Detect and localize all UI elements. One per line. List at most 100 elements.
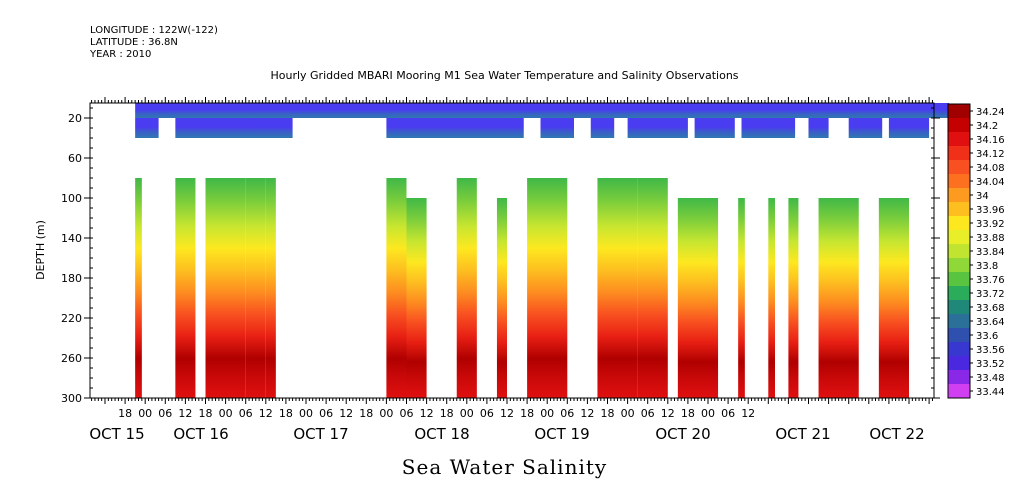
x-tick-label: 12 bbox=[178, 407, 192, 420]
deep-data-column bbox=[527, 178, 568, 398]
x-tick-label: 18 bbox=[520, 407, 534, 420]
y-tick-label: 100 bbox=[61, 192, 82, 205]
x-day-label: OCT 19 bbox=[534, 425, 589, 443]
colorbar-swatch bbox=[948, 300, 970, 315]
x-tick-label: 12 bbox=[500, 407, 514, 420]
deep-data-column bbox=[265, 178, 276, 398]
colorbar-label: 33.52 bbox=[976, 359, 1005, 370]
x-day-label: OCT 18 bbox=[414, 425, 469, 443]
surface-data-band bbox=[135, 103, 950, 118]
deep-data-column bbox=[175, 178, 196, 398]
deep-data-column bbox=[456, 178, 477, 398]
surface-data-segment bbox=[590, 118, 615, 138]
surface-data-segment bbox=[135, 118, 159, 138]
colorbar-swatch bbox=[948, 384, 970, 399]
deep-data-column bbox=[245, 178, 266, 398]
y-tick-label: 220 bbox=[61, 312, 82, 325]
deep-data-column bbox=[788, 198, 799, 398]
deep-data-column bbox=[406, 198, 427, 398]
x-tick-label: 18 bbox=[359, 407, 373, 420]
colorbar-label: 33.6 bbox=[976, 331, 998, 342]
surface-data-segment bbox=[694, 118, 735, 138]
x-tick-label: 06 bbox=[400, 407, 414, 420]
colorbar-label: 33.48 bbox=[976, 373, 1005, 384]
deep-data-column bbox=[738, 198, 745, 398]
y-tick-label: 20 bbox=[68, 112, 82, 125]
x-tick-label: 18 bbox=[681, 407, 695, 420]
colorbar-swatch bbox=[948, 314, 970, 329]
x-tick-label: 00 bbox=[621, 407, 635, 420]
x-tick-label: 00 bbox=[299, 407, 313, 420]
colorbar-label: 33.84 bbox=[976, 247, 1005, 258]
colorbar-label: 33.68 bbox=[976, 303, 1005, 314]
colorbar-label: 34 bbox=[976, 191, 989, 202]
surface-data-segment bbox=[808, 118, 829, 138]
colorbar-swatch bbox=[948, 286, 970, 301]
x-tick-label: 18 bbox=[199, 407, 213, 420]
deep-data-column bbox=[135, 178, 142, 398]
latitude-label: LATITUDE : 36.8N bbox=[90, 37, 178, 48]
x-tick-label: 00 bbox=[379, 407, 393, 420]
x-tick-label: 00 bbox=[540, 407, 554, 420]
colorbar-swatch bbox=[948, 132, 970, 147]
colorbar-label: 33.76 bbox=[976, 275, 1005, 286]
colorbar-swatch bbox=[948, 370, 970, 385]
colorbar-swatch bbox=[948, 328, 970, 343]
x-tick-label: 12 bbox=[420, 407, 434, 420]
colorbar-swatch bbox=[948, 202, 970, 217]
x-tick-label: 00 bbox=[138, 407, 152, 420]
deep-data-column bbox=[637, 178, 668, 398]
deep-data-column bbox=[597, 178, 638, 398]
longitude-label: LONGITUDE : 122W(-122) bbox=[90, 25, 218, 36]
surface-data-segment bbox=[888, 118, 930, 138]
deep-data-column bbox=[205, 178, 246, 398]
colorbar-swatch bbox=[948, 160, 970, 175]
y-tick-label: 300 bbox=[61, 392, 82, 405]
deep-data-column bbox=[386, 178, 407, 398]
surface-data-segment bbox=[741, 118, 796, 138]
colorbar-label: 34.24 bbox=[976, 107, 1005, 118]
x-tick-label: 12 bbox=[580, 407, 594, 420]
colorbar-label: 34.12 bbox=[976, 149, 1005, 160]
x-day-label: OCT 20 bbox=[655, 425, 710, 443]
colorbar-swatch bbox=[948, 230, 970, 245]
x-tick-label: 06 bbox=[560, 407, 574, 420]
x-tick-label: 06 bbox=[319, 407, 333, 420]
colorbar-label: 33.92 bbox=[976, 219, 1005, 230]
x-tick-label: 18 bbox=[440, 407, 454, 420]
colorbar-label: 33.96 bbox=[976, 205, 1005, 216]
colorbar-swatch bbox=[948, 216, 970, 231]
colorbar-label: 33.44 bbox=[976, 387, 1005, 398]
x-tick-label: 06 bbox=[721, 407, 735, 420]
x-day-label: OCT 22 bbox=[869, 425, 924, 443]
deep-data-column bbox=[496, 198, 507, 398]
colorbar-label: 33.88 bbox=[976, 233, 1005, 244]
x-tick-label: 06 bbox=[641, 407, 655, 420]
deep-data-column bbox=[818, 198, 859, 398]
surface-data-segment bbox=[496, 118, 524, 138]
colorbar-label: 34.08 bbox=[976, 163, 1005, 174]
colorbar-label: 33.72 bbox=[976, 289, 1005, 300]
x-tick-label: 06 bbox=[158, 407, 172, 420]
x-tick-label: 06 bbox=[480, 407, 494, 420]
colorbar-swatch bbox=[948, 146, 970, 161]
surface-data-segment bbox=[175, 118, 293, 138]
surface-data-segment bbox=[386, 118, 507, 138]
x-tick-label: 18 bbox=[601, 407, 615, 420]
x-day-label: OCT 21 bbox=[775, 425, 830, 443]
y-tick-label: 260 bbox=[61, 352, 82, 365]
plot-frame bbox=[89, 102, 935, 399]
y-tick-label: 140 bbox=[61, 232, 82, 245]
surface-data-segment bbox=[848, 118, 883, 138]
x-tick-label: 00 bbox=[460, 407, 474, 420]
deep-data-column bbox=[878, 198, 909, 398]
y-tick-label: 180 bbox=[61, 272, 82, 285]
x-axis-label: Sea Water Salinity bbox=[401, 455, 608, 479]
x-tick-label: 18 bbox=[279, 407, 293, 420]
deep-data-column bbox=[677, 198, 719, 398]
x-tick-label: 00 bbox=[219, 407, 233, 420]
colorbar-swatch bbox=[948, 342, 970, 357]
y-tick-label: 60 bbox=[68, 152, 82, 165]
surface-data-segment bbox=[627, 118, 688, 138]
